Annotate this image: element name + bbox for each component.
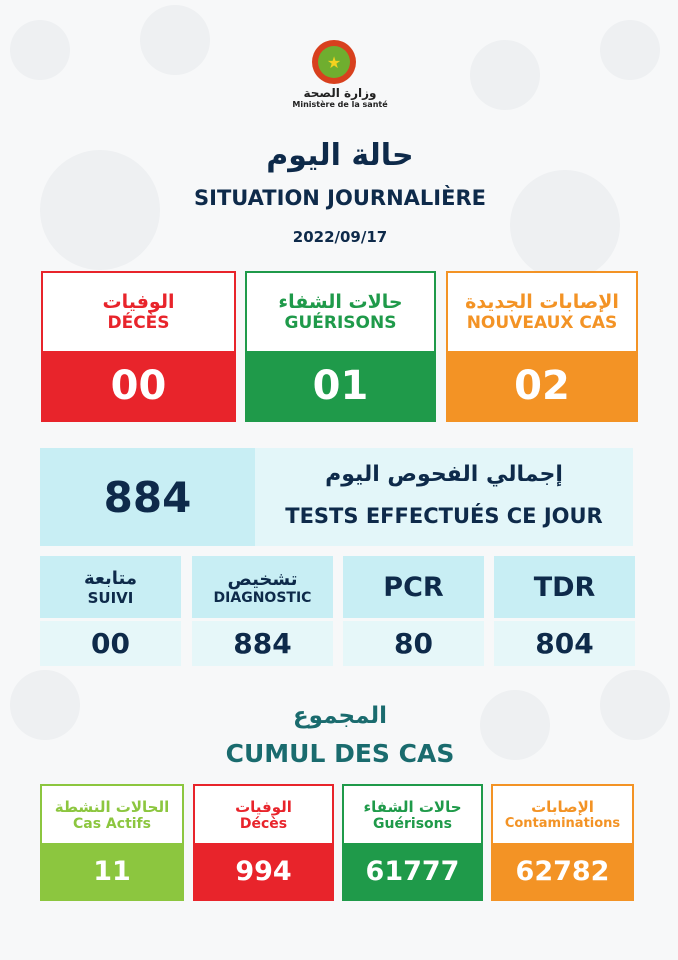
label-fr: PCR	[383, 571, 444, 603]
label-ar: حالات الشفاء	[363, 797, 462, 816]
label-ar: تشخيص	[227, 568, 298, 590]
ministry-name-ar: وزارة الصحة	[303, 86, 377, 100]
value: 80	[343, 621, 484, 666]
label-fr: NOUVEAUX CAS	[466, 313, 618, 333]
date: 2022/09/17	[292, 228, 388, 246]
value: 02	[448, 351, 636, 420]
cumul-title-fr: CUMUL DES CAS	[225, 739, 455, 768]
value: 994	[195, 843, 332, 899]
label-ar: الإصابات	[531, 798, 594, 816]
label-fr: TDR	[533, 571, 596, 603]
virus-decoration	[600, 20, 660, 80]
label-ar: الوفيات	[102, 291, 175, 313]
cumul-active-card: الحالات النشطة Cas Actifs 11	[40, 784, 184, 901]
label-fr: Décès	[239, 815, 288, 832]
virus-decoration	[470, 40, 540, 110]
value: 804	[494, 621, 635, 666]
label-ar: الحالات النشطة	[54, 797, 170, 816]
virus-decoration	[480, 690, 550, 760]
value: 00	[43, 351, 234, 420]
label-fr: Cas Actifs	[73, 815, 151, 832]
tests-total-value: 884	[40, 448, 255, 546]
label-fr: DÉCÈS	[107, 313, 170, 333]
virus-decoration	[140, 5, 210, 75]
value: 884	[192, 621, 333, 666]
label-fr: DIAGNOSTIC	[213, 589, 312, 606]
title-ar: حالة اليوم	[266, 138, 414, 173]
deaths-today-card: الوفيات DÉCÈS 00	[41, 271, 236, 422]
ministry-name-fr: Ministère de la santé	[292, 100, 388, 109]
tests-label-fr: TESTS EFFECTUÉS CE JOUR	[285, 504, 603, 528]
label-ar: حالات الشفاء	[278, 291, 403, 313]
tests-total-card: 884 إجمالي الفحوص اليوم TESTS EFFECTUÉS …	[40, 448, 633, 546]
value: 61777	[344, 843, 481, 899]
title-fr: SITUATION JOURNALIÈRE	[194, 186, 486, 210]
value: 62782	[493, 843, 632, 899]
cumul-contaminations-card: الإصابات Contaminations 62782	[491, 784, 634, 901]
tests-suivi-card: متابعة SUIVI 00	[40, 556, 181, 666]
recoveries-today-card: حالات الشفاء GUÉRISONS 01	[245, 271, 436, 422]
label-ar: متابعة	[83, 567, 138, 589]
label-fr: Contaminations	[504, 816, 621, 831]
virus-decoration	[10, 20, 70, 80]
virus-decoration	[600, 670, 670, 740]
value: 01	[247, 351, 434, 420]
value: 11	[42, 843, 182, 899]
virus-decoration	[510, 170, 620, 280]
cumul-recoveries-card: حالات الشفاء Guérisons 61777	[342, 784, 483, 901]
virus-decoration	[10, 670, 80, 740]
cumul-deaths-card: الوفيات Décès 994	[193, 784, 334, 901]
label-fr: SUIVI	[87, 588, 134, 607]
tests-pcr-card: PCR 80	[343, 556, 484, 666]
label-ar: الوفيات	[235, 797, 292, 816]
label-ar: الإصابات الجديدة	[465, 291, 619, 313]
value: 00	[40, 621, 181, 666]
tests-label-ar: إجمالي الفحوص اليوم	[325, 462, 563, 487]
tests-tdr-card: TDR 804	[494, 556, 635, 666]
virus-decoration	[40, 150, 160, 270]
new-cases-today-card: الإصابات الجديدة NOUVEAUX CAS 02	[446, 271, 638, 422]
label-fr: Guérisons	[373, 815, 452, 832]
tests-diagnostic-card: تشخيص DIAGNOSTIC 884	[192, 556, 333, 666]
label-fr: GUÉRISONS	[284, 313, 397, 333]
ministry-logo: ★	[312, 40, 356, 84]
cumul-title-ar: المجموع	[292, 703, 388, 729]
